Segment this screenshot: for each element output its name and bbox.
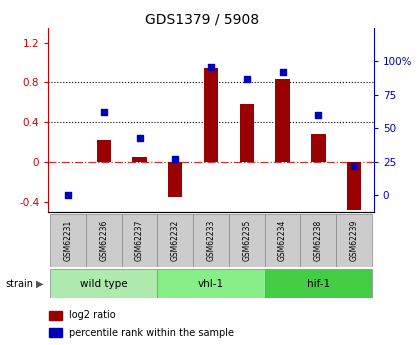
- Text: ▶: ▶: [36, 279, 44, 289]
- Point: [136, 135, 143, 140]
- Text: GDS1379 / 5908: GDS1379 / 5908: [144, 12, 259, 26]
- Bar: [158, 214, 193, 267]
- Bar: [311, 134, 326, 162]
- Text: vhl-1: vhl-1: [198, 279, 224, 289]
- Text: GSM62238: GSM62238: [314, 220, 323, 261]
- Text: GSM62233: GSM62233: [207, 220, 215, 261]
- Text: hif-1: hif-1: [307, 279, 330, 289]
- Text: GSM62236: GSM62236: [99, 220, 108, 261]
- Bar: [240, 105, 254, 162]
- Bar: [336, 214, 372, 267]
- Bar: [265, 214, 300, 267]
- Text: GSM62235: GSM62235: [242, 220, 251, 261]
- Point: [100, 109, 107, 115]
- Bar: [50, 214, 86, 267]
- Bar: [204, 68, 218, 162]
- Text: GSM62239: GSM62239: [349, 220, 359, 261]
- Point: [208, 64, 215, 69]
- Bar: [158, 269, 265, 298]
- Bar: [347, 162, 361, 210]
- Point: [351, 163, 357, 169]
- Text: GSM62234: GSM62234: [278, 220, 287, 261]
- Bar: [168, 162, 182, 197]
- Text: GSM62237: GSM62237: [135, 220, 144, 261]
- Bar: [265, 269, 372, 298]
- Bar: [122, 214, 158, 267]
- Bar: [229, 214, 265, 267]
- Point: [65, 193, 71, 198]
- Text: percentile rank within the sample: percentile rank within the sample: [69, 328, 234, 337]
- Point: [172, 156, 178, 162]
- Point: [244, 76, 250, 81]
- Bar: [132, 157, 147, 162]
- Point: [279, 69, 286, 75]
- Bar: [97, 140, 111, 162]
- Point: [315, 112, 322, 118]
- Text: GSM62232: GSM62232: [171, 220, 180, 261]
- Bar: [193, 214, 229, 267]
- Text: GSM62231: GSM62231: [63, 220, 73, 261]
- Bar: [49, 310, 62, 320]
- Bar: [50, 269, 158, 298]
- Bar: [276, 79, 290, 162]
- Text: log2 ratio: log2 ratio: [69, 310, 116, 320]
- Bar: [300, 214, 336, 267]
- Bar: [49, 328, 62, 337]
- Bar: [86, 214, 122, 267]
- Text: strain: strain: [5, 279, 33, 289]
- Text: wild type: wild type: [80, 279, 128, 289]
